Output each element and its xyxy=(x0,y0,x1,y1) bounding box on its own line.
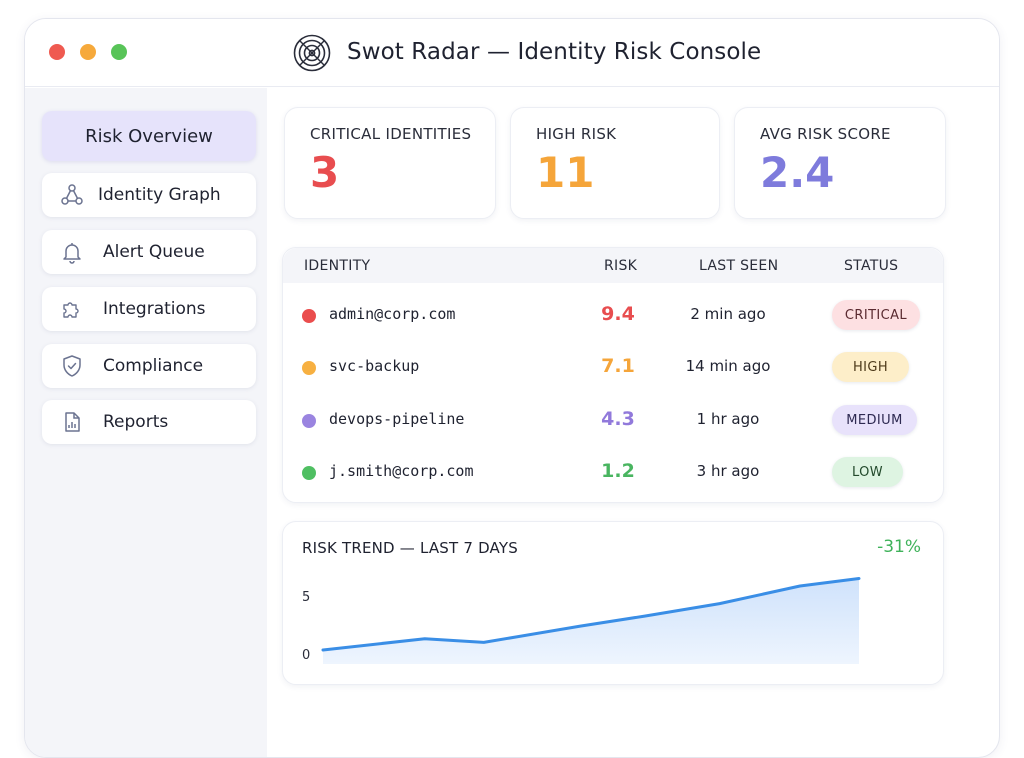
trend-title: RISK TREND — LAST 7 DAYS xyxy=(302,539,518,557)
report-document-icon xyxy=(65,412,80,432)
sidebar: Risk Overview Identity Graph Alert Queue xyxy=(25,88,267,757)
graph-nodes-icon xyxy=(61,184,83,205)
trend-change-value: -31% xyxy=(877,537,921,557)
identity-name: j.smith@corp.com xyxy=(329,462,474,480)
column-header-risk[interactable]: RISK xyxy=(604,258,638,274)
status-badge: CRITICAL xyxy=(832,300,920,330)
stat-label: CRITICAL IDENTITIES xyxy=(310,125,472,143)
sidebar-item-reports[interactable]: Reports xyxy=(42,400,256,444)
identity-risk-table: IDENTITY RISK LAST SEEN STATUS admin@cor… xyxy=(282,247,944,503)
maximize-window-button[interactable] xyxy=(111,44,127,60)
stat-label: HIGH RISK xyxy=(536,125,617,143)
sidebar-item-alert-queue[interactable]: Alert Queue xyxy=(42,230,256,274)
column-header-identity[interactable]: IDENTITY xyxy=(304,258,371,274)
status-badge: HIGH xyxy=(832,352,909,382)
table-row[interactable]: j.smith@corp.com 1.2 3 hr ago LOW xyxy=(283,446,943,498)
stat-card-critical-identities: CRITICAL IDENTITIES 3 xyxy=(284,107,496,219)
sidebar-item-label: Risk Overview xyxy=(85,125,213,147)
status-badge: MEDIUM xyxy=(832,405,917,435)
sidebar-item-identity-graph[interactable]: Identity Graph xyxy=(42,173,256,217)
title-bar: Swot Radar — Identity Risk Console xyxy=(25,19,999,87)
identity-name: svc-backup xyxy=(329,357,420,375)
sidebar-item-label: Integrations xyxy=(103,299,206,319)
status-dot xyxy=(302,361,316,375)
last-seen: 14 min ago xyxy=(685,357,771,375)
sidebar-item-label: Identity Graph xyxy=(98,185,221,205)
trend-area xyxy=(323,578,859,664)
stat-card-avg-risk-score: AVG RISK SCORE 2.4 xyxy=(734,107,946,219)
table-row[interactable]: devops-pipeline 4.3 1 hr ago MEDIUM xyxy=(283,394,943,446)
close-window-button[interactable] xyxy=(49,44,65,60)
radar-icon xyxy=(293,34,331,72)
minimize-window-button[interactable] xyxy=(80,44,96,60)
last-seen: 3 hr ago xyxy=(696,462,760,480)
risk-trend-card: 5 0 RISK TREND — LAST 7 DAYS -31% xyxy=(282,521,944,685)
last-seen: 2 min ago xyxy=(690,305,766,323)
status-dot xyxy=(302,309,316,323)
risk-trend-chart: 5 0 xyxy=(302,577,861,664)
stat-label: AVG RISK SCORE xyxy=(760,125,891,143)
y-tick-label: 5 xyxy=(302,590,310,605)
table-row[interactable]: svc-backup 7.1 14 min ago HIGH xyxy=(283,341,943,393)
sidebar-item-integrations[interactable]: Integrations xyxy=(42,287,256,331)
sidebar-item-label: Alert Queue xyxy=(103,242,205,262)
status-dot xyxy=(302,414,316,428)
sidebar-item-label: Reports xyxy=(103,412,169,432)
risk-score: 4.3 xyxy=(601,408,635,430)
risk-score: 1.2 xyxy=(601,460,635,482)
status-dot xyxy=(302,466,316,480)
last-seen: 1 hr ago xyxy=(696,410,760,428)
risk-score: 9.4 xyxy=(601,303,635,325)
y-tick-label: 0 xyxy=(302,648,310,663)
column-header-last-seen[interactable]: LAST SEEN xyxy=(699,258,779,274)
trend-line xyxy=(321,577,861,652)
stat-card-high-risk: HIGH RISK 11 xyxy=(510,107,720,219)
risk-score: 7.1 xyxy=(601,355,635,377)
identity-name: admin@corp.com xyxy=(329,305,456,323)
window-title: Swot Radar — Identity Risk Console xyxy=(347,39,762,65)
stat-value: 11 xyxy=(536,148,595,197)
status-badge: LOW xyxy=(832,457,903,487)
column-header-status[interactable]: STATUS xyxy=(844,258,899,274)
identity-name: devops-pipeline xyxy=(329,410,465,428)
sidebar-item-label: Compliance xyxy=(103,356,204,376)
bell-icon xyxy=(63,243,81,264)
stat-value: 3 xyxy=(310,148,340,197)
puzzle-icon xyxy=(63,302,79,318)
sidebar-item-compliance[interactable]: Compliance xyxy=(42,344,256,388)
table-header: IDENTITY RISK LAST SEEN STATUS xyxy=(283,248,943,283)
sidebar-item-risk-overview[interactable]: Risk Overview xyxy=(42,111,256,161)
shield-check-icon xyxy=(63,355,81,377)
stat-value: 2.4 xyxy=(760,148,835,197)
app-window: Swot Radar — Identity Risk Console Risk … xyxy=(24,18,1000,758)
table-row[interactable]: admin@corp.com 9.4 2 min ago CRITICAL xyxy=(283,289,943,341)
